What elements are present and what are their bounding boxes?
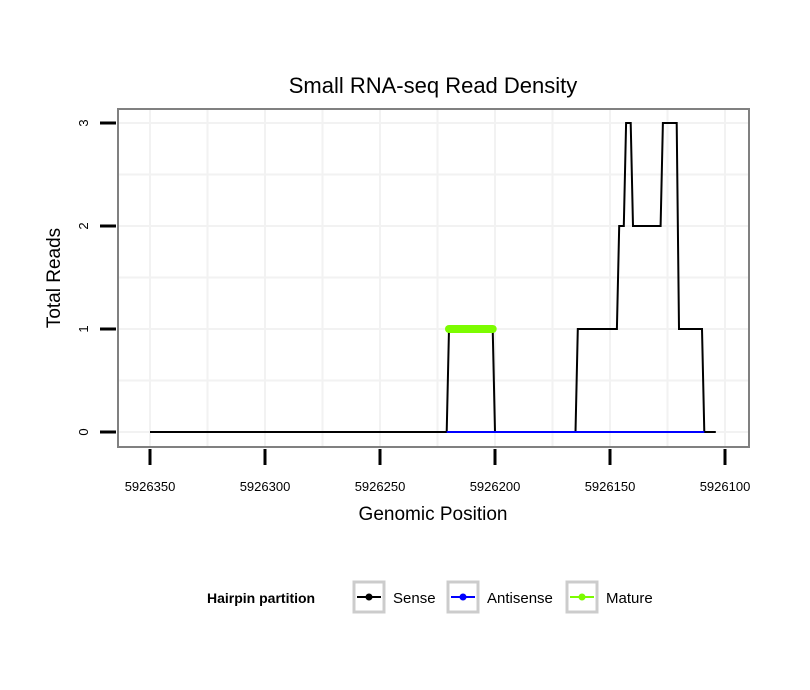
x-tick-label: 5926250 (355, 479, 406, 494)
legend-label-sense: Sense (393, 590, 436, 607)
x-tick-label: 5926200 (470, 479, 521, 494)
series-line-sense (150, 122, 716, 433)
x-axis-title: Genomic Position (359, 504, 508, 525)
legend-label-mature: Mature (606, 590, 653, 607)
legend-title: Hairpin partition (207, 590, 315, 606)
y-tick-label: 0 (76, 428, 91, 435)
legend-key-point (459, 593, 467, 601)
x-tick-label: 5926350 (125, 479, 176, 494)
legend-key-point (365, 593, 373, 601)
legend-label-antisense: Antisense (487, 590, 553, 607)
y-tick-label: 1 (76, 325, 91, 332)
grid (118, 109, 749, 447)
y-tick-label: 2 (76, 222, 91, 229)
plot-panel-border (117, 108, 750, 448)
x-tick-label: 5926100 (700, 479, 751, 494)
x-tick-label: 5926300 (240, 479, 291, 494)
legend: Hairpin partition Sense Antisense Mature (207, 580, 653, 614)
y-axis-title: Total Reads (44, 228, 65, 328)
plot-series (150, 122, 716, 433)
y-tick-label: 3 (76, 119, 91, 126)
axes: 5926350 5926300 5926250 5926200 5926150 59261… (76, 119, 750, 494)
x-tick-label: 5926150 (585, 479, 636, 494)
chart-title: Small RNA-seq Read Density (289, 73, 578, 98)
legend-key-point (578, 593, 586, 601)
